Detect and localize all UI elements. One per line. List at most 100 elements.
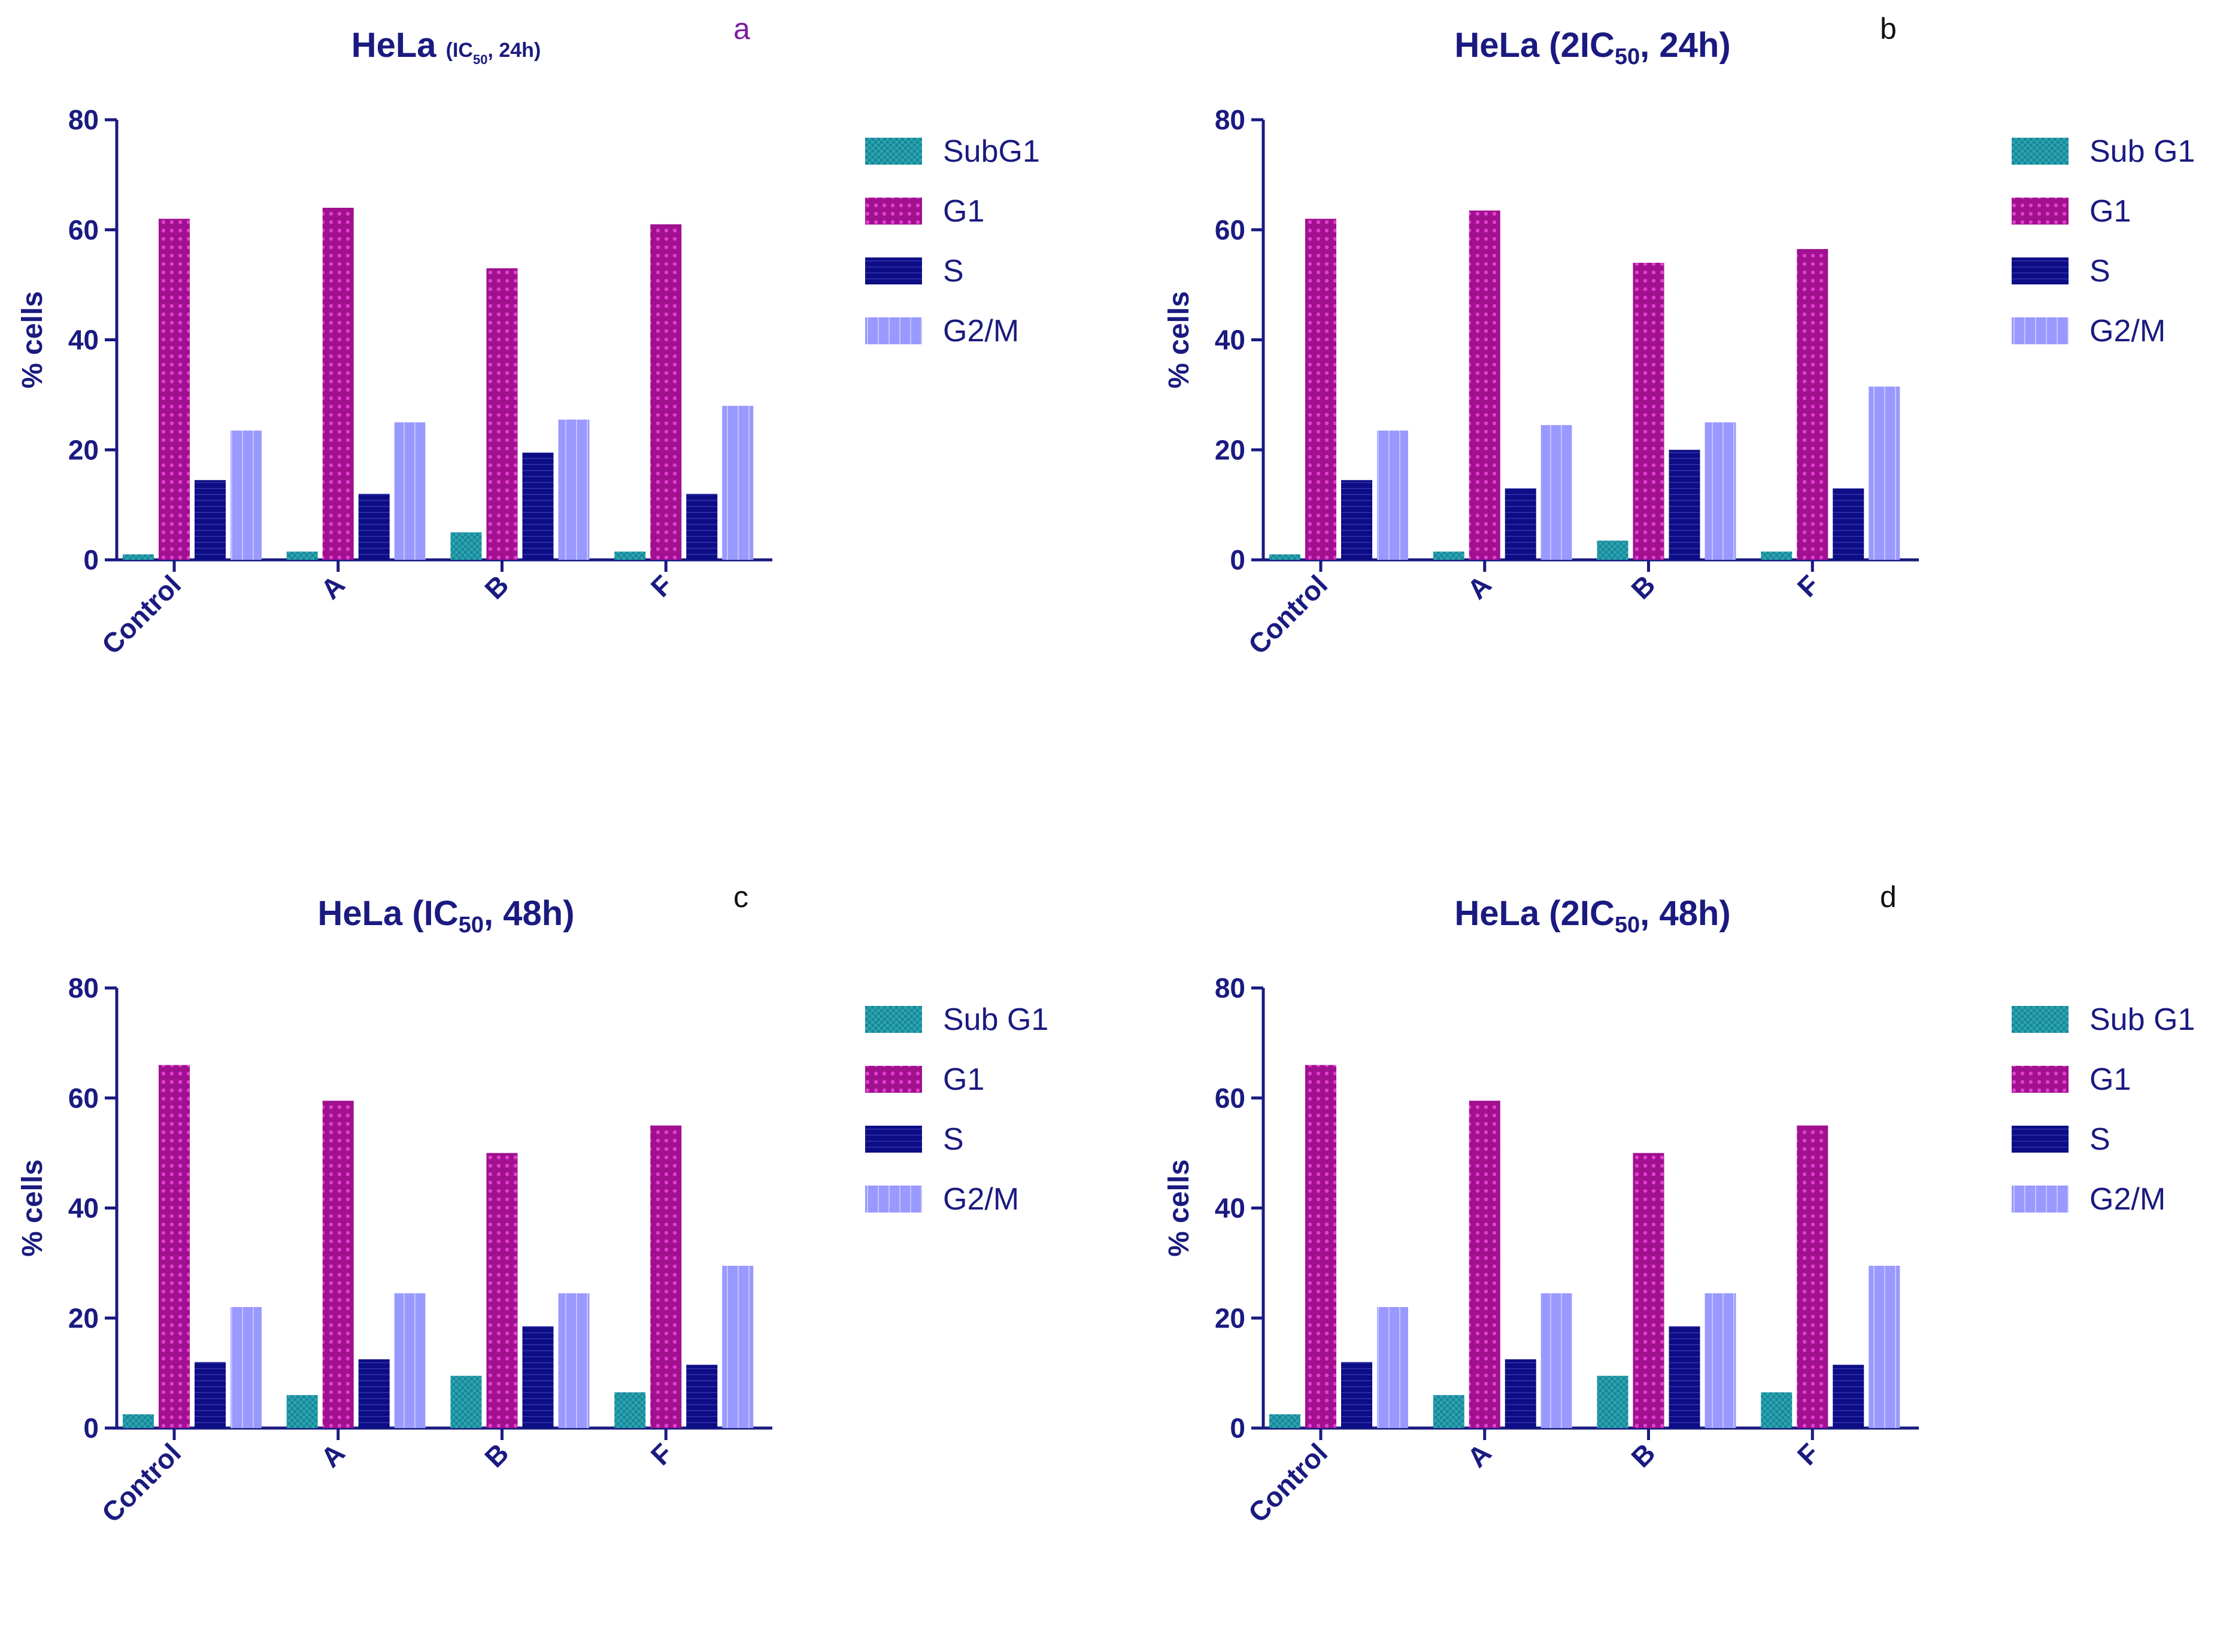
bar-g1-b	[486, 268, 518, 560]
y-tick-label: 80	[68, 104, 99, 135]
bar-s-control	[1341, 1362, 1372, 1428]
legend-swatch-g2m	[865, 317, 922, 344]
bar-g1-b	[486, 1153, 518, 1428]
bar-subg1-control	[123, 1414, 154, 1428]
y-tick-label: 20	[68, 1302, 99, 1333]
bar-g2m-control	[231, 1307, 262, 1428]
legend-swatch-g2m	[2012, 1186, 2069, 1213]
bar-s-control	[1341, 480, 1372, 560]
legend-swatch-subg1	[2012, 138, 2069, 165]
y-tick-label: 0	[83, 544, 99, 575]
bar-subg1-f	[1761, 551, 1793, 560]
bar-subg1-control	[123, 554, 154, 560]
bar-g1-a	[322, 208, 354, 560]
bar-g2m-a	[1540, 1293, 1572, 1428]
y-axis-label: % cells	[1163, 1159, 1195, 1257]
chart-panel-b: HeLa (2IC50, 24h) b % cells 0 20 40 60 80 Contro…	[1147, 0, 2223, 784]
panel-letter-c: c	[733, 880, 748, 914]
legend-swatch-subg1	[2012, 1006, 2069, 1033]
bar-subg1-f	[614, 551, 646, 560]
y-axis-label: % cells	[1163, 291, 1195, 389]
bar-subg1-b	[1597, 1375, 1628, 1428]
title-main: HeLa	[1454, 894, 1549, 933]
x-tick-label: Control	[1242, 569, 1333, 660]
bar-s-b	[1669, 450, 1700, 560]
y-tick-label: 0	[1230, 544, 1245, 575]
x-tick-label: A	[1461, 569, 1497, 605]
legend-label-g2m: G2/M	[943, 314, 1019, 348]
bar-g2m-a	[394, 1293, 426, 1428]
bar-g2m-a	[1540, 425, 1572, 560]
title-main: HeLa	[1454, 26, 1549, 65]
x-tick-label: Control	[96, 1437, 187, 1528]
legend-swatch-g1	[865, 198, 922, 225]
bar-g2m-b	[558, 1293, 590, 1428]
legend-swatch-s	[865, 1126, 922, 1153]
legend-label-g2m: G2/M	[2089, 314, 2166, 348]
legend-swatch-subg1	[865, 138, 922, 165]
chart-title-a: HeLa (IC50, 24h)	[351, 26, 541, 67]
bar-g1-f	[1797, 1125, 1828, 1428]
bar-g1-b	[1633, 1153, 1664, 1428]
legend-label-s: S	[2089, 254, 2110, 289]
bar-s-b	[522, 1326, 554, 1428]
title-paren: (2IC	[1549, 26, 1615, 65]
bar-subg1-b	[1597, 540, 1628, 560]
bar-subg1-f	[1761, 1392, 1793, 1428]
legend-label-subg1: Sub G1	[2089, 1002, 2195, 1037]
x-tick-label: B	[1625, 569, 1661, 605]
bar-g1-a	[1469, 210, 1500, 560]
x-tick-label: B	[1625, 1437, 1661, 1473]
y-tick-label: 80	[68, 972, 99, 1004]
chart-panel-d: HeLa (2IC50, 48h) d % cells 0 20 40 60 80 Contro…	[1147, 868, 2223, 1652]
bar-s-control	[195, 480, 226, 560]
bar-g1-f	[650, 224, 682, 560]
bar-subg1-control	[1269, 554, 1300, 560]
legend-swatch-g1	[865, 1066, 922, 1093]
bar-s-b	[522, 452, 554, 560]
y-tick-label: 0	[1230, 1412, 1245, 1444]
bar-subg1-a	[1433, 551, 1464, 560]
legend-swatch-subg1	[865, 1006, 922, 1033]
x-tick-label: A	[315, 569, 351, 605]
legend-label-g1: G1	[943, 1062, 984, 1097]
chart-svg-a: HeLa (IC50, 24h) a % cells 0 20 40 60 80 Control…	[17, 12, 1040, 660]
bar-subg1-control	[1269, 1414, 1300, 1428]
title-rest: , 48h)	[1640, 894, 1731, 933]
legend-label-g2m: G2/M	[943, 1182, 1019, 1217]
panel-letter-d: d	[1880, 880, 1897, 914]
x-tick-label: F	[1791, 1437, 1825, 1471]
title-paren: (2IC	[1549, 894, 1615, 933]
x-tick-label: A	[315, 1437, 351, 1473]
legend-label-subg1: Sub G1	[943, 1002, 1048, 1037]
bar-subg1-b	[450, 532, 482, 560]
title-subscript: 50	[473, 52, 487, 67]
bar-g2m-control	[1377, 1307, 1408, 1428]
bar-g2m-b	[1705, 422, 1736, 560]
legend-swatch-g2m	[865, 1186, 922, 1213]
bar-g1-control	[1305, 1065, 1336, 1428]
bar-s-b	[1669, 1326, 1700, 1428]
title-rest: , 48h)	[484, 894, 575, 933]
legend-swatch-s	[865, 257, 922, 284]
bar-g2m-b	[1705, 1293, 1736, 1428]
y-axis-label: % cells	[17, 1159, 48, 1257]
bar-subg1-a	[286, 1395, 318, 1428]
bar-subg1-b	[450, 1375, 482, 1428]
bar-s-a	[358, 1359, 390, 1428]
bar-g1-a	[1469, 1101, 1500, 1428]
bar-subg1-f	[614, 1392, 646, 1428]
legend-label-subg1: SubG1	[943, 134, 1040, 169]
y-tick-label: 40	[1215, 1193, 1245, 1224]
legend-label-g1: G1	[943, 194, 984, 229]
bar-g2m-f	[1869, 1265, 1900, 1428]
bar-s-a	[358, 493, 390, 560]
y-tick-label: 80	[1215, 104, 1245, 135]
bar-g1-control	[159, 219, 190, 560]
x-tick-label: F	[645, 1437, 679, 1471]
chart-svg-d: HeLa (2IC50, 48h) d % cells 0 20 40 60 80 Contro…	[1163, 880, 2195, 1529]
y-tick-label: 80	[1215, 972, 1245, 1004]
bar-g2m-control	[1377, 431, 1408, 560]
title-subscript: 50	[1615, 44, 1640, 69]
legend-swatch-g1	[2012, 1066, 2069, 1093]
